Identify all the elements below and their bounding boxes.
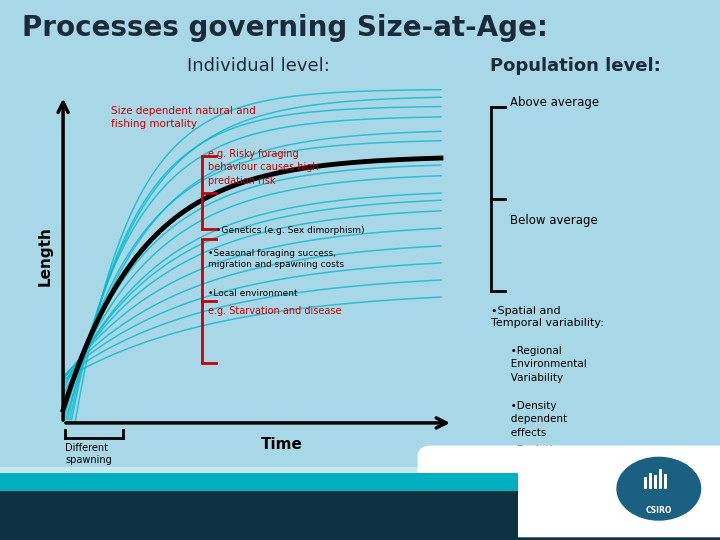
Text: Different
spawning
timing: Different spawning timing bbox=[65, 443, 112, 478]
Text: •Seasonal foraging success,
migration and spawning costs: •Seasonal foraging success, migration an… bbox=[208, 249, 344, 269]
Text: •Genetics (e.g. Sex dimorphism): •Genetics (e.g. Sex dimorphism) bbox=[216, 226, 365, 235]
Text: Individual level:: Individual level: bbox=[187, 57, 330, 75]
Text: •Density
   dependent
   effects: •Density dependent effects bbox=[500, 401, 567, 437]
Text: •Regional
   Environmental
   Variability: •Regional Environmental Variability bbox=[500, 346, 586, 382]
Text: •Local environment: •Local environment bbox=[208, 289, 298, 299]
Text: e.g. Risky foraging
behaviour causes high
predation risk: e.g. Risky foraging behaviour causes hig… bbox=[208, 149, 319, 186]
Text: •Evolutionary
   changes: •Evolutionary changes bbox=[500, 446, 582, 469]
Text: Size dependent natural and
fishing mortality: Size dependent natural and fishing morta… bbox=[111, 106, 256, 129]
Text: Below average: Below average bbox=[510, 214, 598, 227]
Text: Above average: Above average bbox=[510, 97, 599, 110]
Text: Population level:: Population level: bbox=[490, 57, 660, 75]
Text: e.g. Starvation and disease: e.g. Starvation and disease bbox=[208, 306, 342, 316]
Text: Time: Time bbox=[261, 437, 303, 452]
Text: •Spatial and
Temporal variability:: •Spatial and Temporal variability: bbox=[491, 306, 604, 328]
Text: CSIRO: CSIRO bbox=[646, 506, 672, 515]
Text: Length: Length bbox=[37, 226, 53, 286]
Text: Processes governing Size-at-Age:: Processes governing Size-at-Age: bbox=[22, 14, 548, 42]
